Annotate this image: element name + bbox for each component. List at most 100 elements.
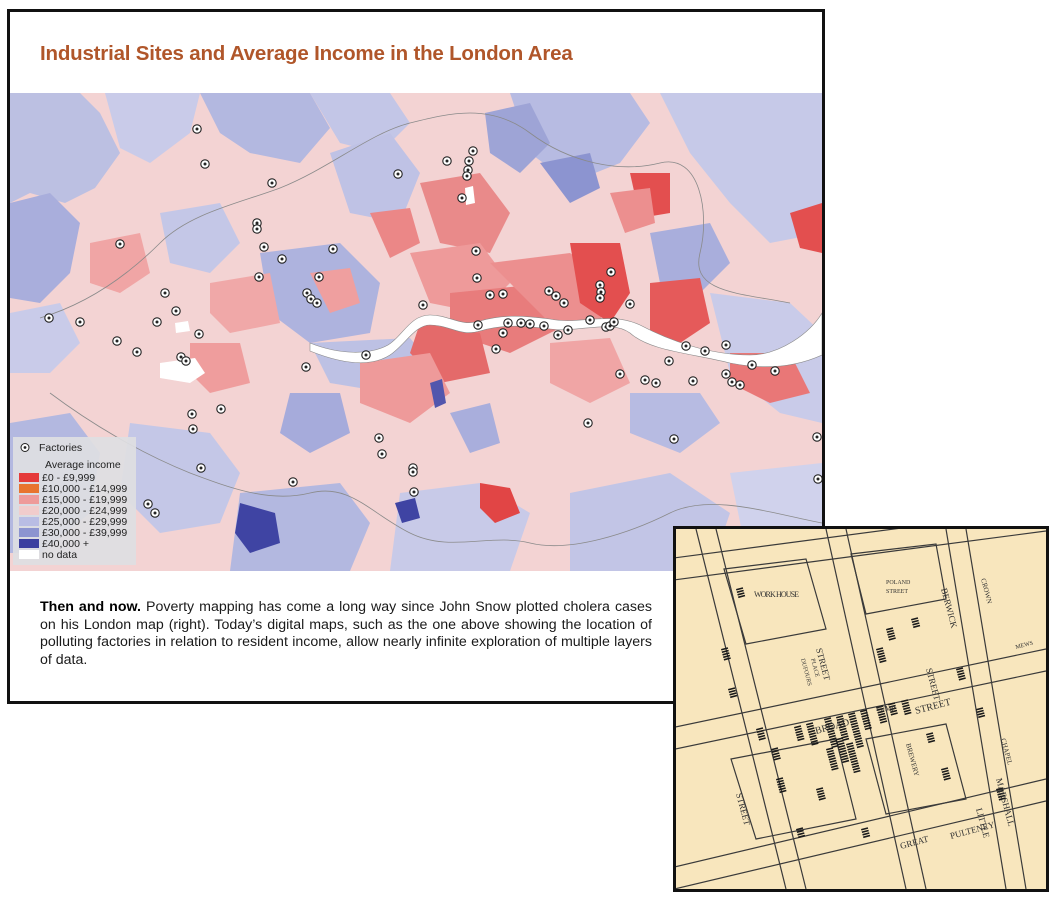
legend-item: £40,000 + — [19, 538, 89, 550]
factory-marker-center — [155, 320, 159, 324]
cholera-death-bar — [876, 649, 884, 654]
cholera-death-bar — [779, 789, 787, 794]
cholera-death-bar — [928, 739, 936, 744]
income-area — [370, 208, 420, 258]
legend-factories-label: Factories — [39, 441, 83, 454]
factory-marker-center — [643, 378, 647, 382]
street-label: PLACE — [809, 658, 820, 678]
legend-item-label: £25,000 - £29,999 — [42, 515, 128, 528]
cholera-death-bar — [879, 717, 887, 722]
factory-marker-center — [556, 333, 560, 337]
cholera-death-bar — [845, 742, 854, 746]
cholera-death-bar — [852, 727, 860, 731]
factory-marker-center — [474, 249, 478, 253]
factory-marker-center — [494, 347, 498, 351]
factory-marker-center — [153, 511, 157, 515]
factory-marker-center — [667, 359, 671, 363]
cholera-death-bar — [836, 739, 844, 744]
factory-marker-center — [691, 379, 695, 383]
cholera-death-bar — [758, 734, 766, 739]
cholera-death-bar — [842, 759, 850, 764]
factory-marker-center — [612, 320, 616, 324]
legend-item: £20,000 - £24,999 — [19, 505, 127, 517]
cholera-death-bar — [900, 699, 909, 703]
factory-marker-center — [599, 290, 603, 294]
cholera-death-bar — [840, 730, 848, 734]
cholera-death-bar — [850, 722, 858, 726]
legend-swatch — [19, 506, 39, 515]
cholera-death-bar — [878, 654, 886, 659]
factory-marker-center — [542, 324, 546, 328]
cholera-death-bar — [860, 827, 869, 831]
income-area — [280, 393, 350, 453]
cholera-death-bar — [797, 832, 805, 836]
cholera-death-bar — [721, 647, 729, 651]
cholera-death-bar — [831, 767, 839, 771]
cholera-death-bar — [864, 726, 872, 731]
cholera-death-bar — [839, 727, 847, 732]
cholera-death-bar — [856, 744, 864, 749]
factory-marker-center — [179, 355, 183, 359]
factory-marker-center — [412, 490, 416, 494]
cholera-death-bars — [721, 587, 1006, 839]
street-outlines — [676, 529, 1046, 889]
main-figure-panel: Industrial Sites and Average Income in t… — [7, 9, 825, 704]
cholera-death-bar — [771, 749, 779, 754]
cholera-death-bar — [810, 737, 818, 741]
cholera-death-bar — [927, 737, 935, 741]
income-area — [630, 393, 720, 453]
cholera-death-bar — [770, 747, 779, 751]
cholera-death-bar — [796, 829, 804, 834]
cholera-death-bar — [737, 592, 745, 596]
income-area — [430, 379, 446, 408]
cholera-death-bar — [798, 834, 806, 839]
cholera-death-bar — [828, 757, 836, 761]
boundary-line — [39, 112, 822, 546]
factory-marker-center — [471, 149, 475, 153]
factory-marker-center — [547, 289, 551, 293]
cholera-death-bar — [925, 732, 934, 736]
income-area — [210, 273, 280, 333]
income-area — [395, 498, 420, 523]
cholera-death-bar — [941, 769, 949, 774]
income-area — [450, 403, 500, 453]
cholera-death-bar — [998, 797, 1006, 801]
cholera-death-bar — [848, 752, 856, 756]
factory-marker-center — [528, 322, 532, 326]
factory-marker-center — [118, 242, 122, 246]
cholera-death-bar — [830, 762, 838, 766]
cholera-death-bar — [901, 701, 909, 706]
cholera-death-bar — [860, 709, 868, 713]
legend-swatch — [19, 550, 39, 559]
caption-text: Poverty mapping has come a long way sinc… — [40, 599, 653, 668]
legend-swatch — [19, 539, 39, 548]
cholera-death-bar — [888, 637, 896, 641]
cholera-death-bar — [861, 829, 869, 834]
cholera-death-bar — [851, 762, 859, 766]
income-area — [550, 338, 630, 403]
legend-swatch — [19, 484, 39, 493]
factory-marker-center — [738, 383, 742, 387]
factory-marker-center — [270, 181, 274, 185]
factory-marker-center — [562, 301, 566, 305]
factory-marker-center — [203, 162, 207, 166]
cholera-death-bar — [796, 735, 804, 739]
legend-item-label: £15,000 - £19,999 — [42, 493, 128, 506]
income-area — [10, 93, 120, 203]
cholera-death-bar — [853, 732, 861, 736]
cholera-death-bar — [941, 767, 949, 771]
income-area — [175, 321, 190, 333]
factory-marker-center — [672, 437, 676, 441]
cholera-death-bar — [830, 739, 838, 744]
cholera-death-bar — [902, 704, 910, 708]
cholera-death-bar — [830, 764, 838, 769]
cholera-death-bar — [888, 634, 896, 639]
factory-marker-center — [317, 275, 321, 279]
factory-marker-center — [255, 227, 259, 231]
cholera-death-bar — [825, 722, 833, 726]
street-label: POLAND — [886, 580, 911, 586]
cholera-death-bar — [848, 714, 856, 719]
income-area — [90, 233, 150, 293]
legend-item-label: £0 - £9,999 — [42, 471, 96, 484]
cholera-death-bar — [835, 715, 844, 719]
